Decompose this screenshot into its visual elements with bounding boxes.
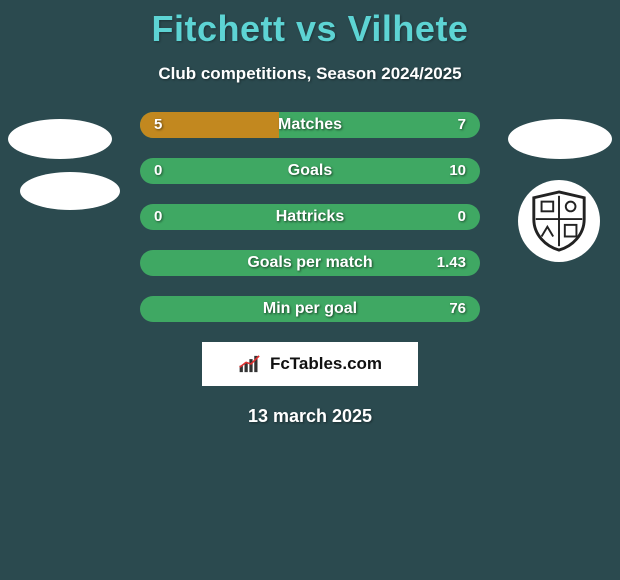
player2-club-badge [518,180,600,262]
player2-avatar [508,119,612,159]
stat-row-mpg: Min per goal 76 [140,296,480,322]
chart-icon [238,353,264,375]
stat-label: Goals [140,158,480,184]
player1-club-badge [20,172,120,210]
stat-right-value: 7 [458,112,466,138]
stat-row-matches: 5 Matches 7 [140,112,480,138]
stat-right-value: 76 [449,296,466,322]
stat-label: Goals per match [140,250,480,276]
page-title: Fitchett vs Vilhete [0,0,620,50]
stats-area: 5 Matches 7 0 Goals 10 0 Hattricks 0 Goa… [140,112,480,322]
player1-avatar [8,119,112,159]
stat-row-goals: 0 Goals 10 [140,158,480,184]
stat-row-gpm: Goals per match 1.43 [140,250,480,276]
stat-label: Min per goal [140,296,480,322]
subtitle: Club competitions, Season 2024/2025 [0,64,620,84]
brand-box: FcTables.com [202,342,418,386]
date: 13 march 2025 [0,406,620,427]
shield-icon [528,190,590,252]
stat-right-value: 1.43 [437,250,466,276]
stat-label: Hattricks [140,204,480,230]
stat-label: Matches [140,112,480,138]
stat-right-value: 10 [449,158,466,184]
stat-right-value: 0 [458,204,466,230]
brand-text: FcTables.com [270,354,382,374]
stat-row-hattricks: 0 Hattricks 0 [140,204,480,230]
